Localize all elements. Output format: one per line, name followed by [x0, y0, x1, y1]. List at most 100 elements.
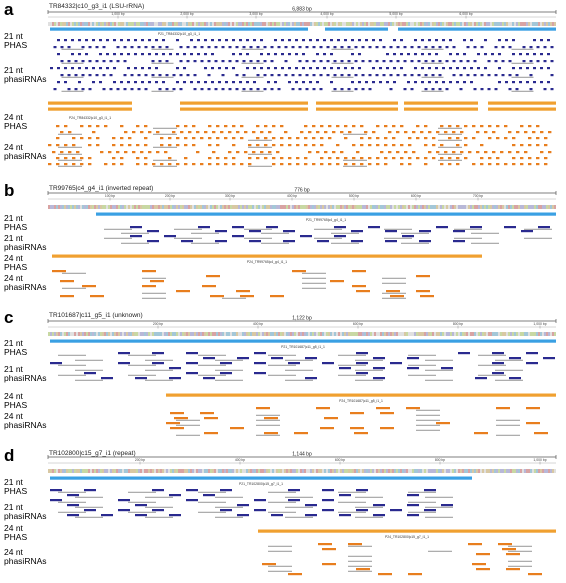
sequence-cell	[300, 22, 302, 26]
sequence-cell	[394, 22, 396, 26]
sequence-cell	[220, 205, 222, 209]
sequence-cell	[302, 22, 304, 26]
sequence-cell	[546, 332, 548, 336]
row-label-21-phas: 21 nt PHAS	[4, 477, 28, 496]
sequence-cell	[234, 332, 236, 336]
sequence-cell	[526, 332, 528, 336]
phasirna24-read	[240, 137, 244, 140]
sequence-cell	[382, 332, 384, 336]
sequence-cell	[180, 22, 182, 26]
phasirna21-read	[277, 88, 281, 91]
phasirna21-read	[340, 60, 344, 63]
phasirna21-read	[361, 88, 365, 91]
sequence-cell	[286, 332, 288, 336]
phasirna21-read	[435, 39, 438, 42]
sequence-cell	[424, 22, 426, 26]
sequence-cell	[120, 469, 122, 473]
phasirna21-read	[491, 53, 494, 56]
phasirna24-read	[112, 163, 116, 166]
sequence-cell	[460, 22, 462, 26]
phasirna24-read	[232, 157, 236, 160]
phasirna21-read	[211, 53, 214, 56]
phasirna21-read	[101, 514, 113, 517]
tick-label: 600 bp	[411, 194, 421, 198]
sequence-cell	[390, 205, 392, 209]
phasirna24-read	[132, 151, 136, 154]
row-label-24-phas: 24 nt PHAS	[4, 523, 28, 542]
phasirna24-read	[128, 144, 132, 147]
sequence-cell	[224, 205, 226, 209]
sequence-cell	[502, 205, 504, 209]
phasirna21-read	[466, 46, 470, 49]
sequence-cell	[320, 469, 322, 473]
row-label-24-phasirnas: 24 nt phasiRNAs	[4, 411, 47, 430]
sequence-cell	[472, 22, 474, 26]
sequence-cell	[116, 469, 118, 473]
sequence-cell	[84, 469, 86, 473]
phasirna21-read	[183, 81, 186, 84]
phasirna21-read	[330, 67, 333, 70]
sequence-cell	[342, 22, 344, 26]
phasirna21-read	[382, 74, 386, 77]
phasirna24-read-label	[508, 545, 532, 547]
sequence-cell	[184, 205, 186, 209]
phasirna24-read	[444, 151, 448, 154]
sequence-cell	[458, 22, 460, 26]
sequence-cell	[132, 332, 134, 336]
sequence-cell	[160, 22, 162, 26]
phasirna21-read	[354, 60, 358, 63]
phasirna24-read	[524, 151, 528, 154]
sequence-cell	[144, 22, 146, 26]
phasirna24-read-label	[248, 139, 272, 141]
phasirna24-read	[280, 125, 284, 128]
phasirna24-read	[200, 412, 214, 415]
phasirna24-read	[262, 563, 276, 566]
phasirna24-read	[456, 163, 460, 166]
phasirna21-read-label	[355, 379, 383, 381]
phasirna21-read	[85, 53, 88, 56]
phasirna21-read-label	[331, 76, 354, 78]
sequence-cell	[298, 332, 300, 336]
phasirna21-read	[295, 67, 298, 70]
phasirna21-read	[428, 81, 431, 84]
row-label-21-phas: 21 nt PHAS	[4, 213, 28, 232]
sequence-cell	[338, 205, 340, 209]
phasirna21-read	[64, 81, 67, 84]
phasirna24-read	[192, 125, 196, 128]
phasirna21-read	[88, 88, 92, 91]
phasirna21-read	[106, 53, 109, 56]
phasirna21-read	[162, 53, 165, 56]
phasirna24-read	[312, 125, 316, 128]
phasirna21-read-label	[128, 511, 156, 513]
phasirna21-read	[118, 362, 130, 365]
sequence-cell	[68, 469, 70, 473]
phasirna24-read	[80, 137, 84, 140]
phasirna21-read	[288, 67, 291, 70]
phasirna21-read	[361, 60, 365, 63]
sequence-cell	[468, 332, 470, 336]
sequence-cell	[252, 469, 254, 473]
phasirna24-read	[464, 125, 468, 128]
sequence-cell	[426, 205, 428, 209]
phasirna24-read-label	[382, 277, 406, 279]
sequence-cell	[222, 332, 224, 336]
sequence-cell	[436, 205, 438, 209]
phasirna24-read	[212, 131, 216, 134]
phasirna24-read	[408, 144, 412, 147]
phasirna24-read	[264, 417, 278, 420]
phasirna21-read-label	[268, 374, 296, 376]
sequence-cell	[188, 332, 190, 336]
sequence-cell	[358, 332, 360, 336]
phasirna21-read	[540, 81, 543, 84]
phasirna21-read	[419, 240, 431, 243]
phasirna21-read	[540, 67, 543, 70]
phasirna24-read	[256, 137, 260, 140]
phasirna21-read	[505, 39, 508, 42]
sequence-cell	[138, 332, 140, 336]
phasirna21-read	[302, 81, 305, 84]
sequence-cell	[96, 22, 98, 26]
sequence-cell	[264, 332, 266, 336]
phas21-locus-label: P21_TR84332|c10_g3_i1_1	[158, 32, 200, 36]
phasirna24-read	[152, 163, 156, 166]
sequence-cell	[164, 332, 166, 336]
